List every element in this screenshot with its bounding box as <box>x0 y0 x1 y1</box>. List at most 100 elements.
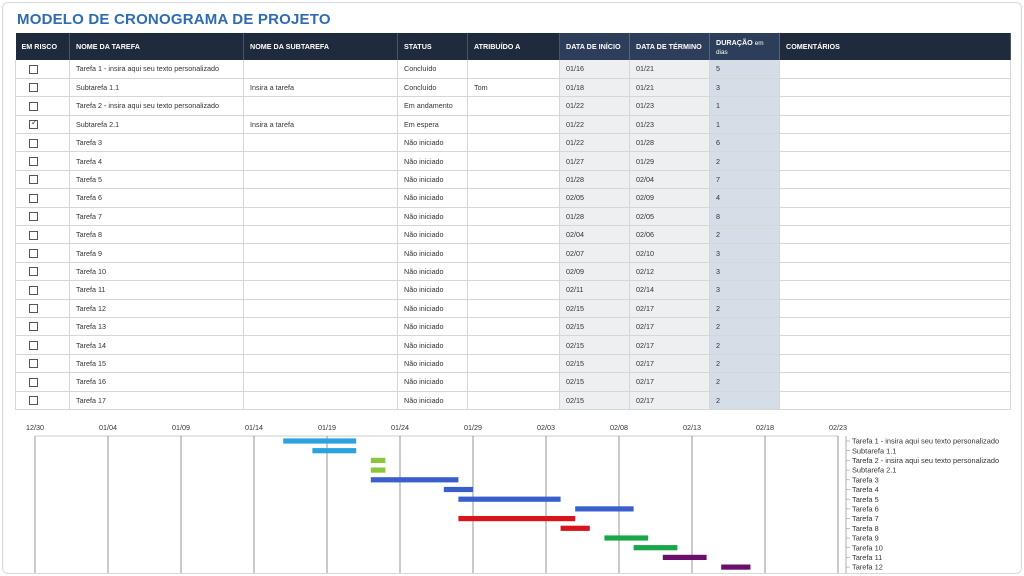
start-cell[interactable]: 02/05 <box>559 188 630 208</box>
task-cell[interactable]: Tarefa 1 - insira aqui seu texto persona… <box>69 60 244 79</box>
comments-cell[interactable] <box>779 243 1011 263</box>
duration-cell[interactable]: 1 <box>709 115 780 135</box>
risk-checkbox[interactable] <box>29 193 38 203</box>
duration-cell[interactable]: 2 <box>709 317 780 337</box>
status-cell[interactable]: Não iniciado <box>397 151 468 171</box>
status-cell[interactable]: Concluído <box>397 60 468 79</box>
assigned-cell[interactable] <box>467 280 560 300</box>
task-cell[interactable]: Subtarefa 1.1 <box>69 78 244 98</box>
duration-cell[interactable]: 1 <box>709 96 780 116</box>
task-cell[interactable]: Tarefa 17 <box>69 391 244 410</box>
duration-cell[interactable]: 3 <box>709 243 780 263</box>
start-cell[interactable]: 01/22 <box>559 96 630 116</box>
col-header-subtask[interactable]: NOME DA SUBTAREFA <box>243 33 398 60</box>
risk-checkbox[interactable] <box>29 285 38 295</box>
task-cell[interactable]: Tarefa 5 <box>69 170 244 190</box>
task-cell[interactable]: Tarefa 8 <box>69 225 244 245</box>
comments-cell[interactable] <box>779 151 1011 171</box>
task-cell[interactable]: Tarefa 4 <box>69 151 244 171</box>
duration-cell[interactable]: 2 <box>709 391 780 410</box>
start-cell[interactable]: 02/09 <box>559 262 630 282</box>
subtask-cell[interactable] <box>243 299 398 318</box>
assigned-cell[interactable] <box>467 317 560 337</box>
duration-cell[interactable]: 2 <box>709 151 780 171</box>
end-cell[interactable]: 02/05 <box>629 207 710 227</box>
risk-checkbox[interactable] <box>29 83 38 93</box>
risk-checkbox[interactable] <box>29 322 38 332</box>
start-cell[interactable]: 01/18 <box>559 78 630 98</box>
col-header-end[interactable]: DATA DE TÉRMINO <box>629 33 710 60</box>
end-cell[interactable]: 02/17 <box>629 299 710 318</box>
status-cell[interactable]: Não iniciado <box>397 243 468 263</box>
comments-cell[interactable] <box>779 225 1011 245</box>
risk-checkbox[interactable] <box>29 118 38 130</box>
subtask-cell[interactable] <box>243 133 398 153</box>
assigned-cell[interactable] <box>467 354 560 374</box>
comments-cell[interactable] <box>779 78 1011 98</box>
assigned-cell[interactable] <box>467 243 560 263</box>
subtask-cell[interactable] <box>243 262 398 282</box>
duration-cell[interactable]: 5 <box>709 60 780 79</box>
start-cell[interactable]: 01/27 <box>559 151 630 171</box>
status-cell[interactable]: Não iniciado <box>397 317 468 337</box>
task-cell[interactable]: Tarefa 2 - insira aqui seu texto persona… <box>69 96 244 116</box>
start-cell[interactable]: 01/28 <box>559 207 630 227</box>
duration-cell[interactable]: 2 <box>709 354 780 374</box>
task-cell[interactable]: Tarefa 16 <box>69 372 244 392</box>
comments-cell[interactable] <box>779 207 1011 227</box>
comments-cell[interactable] <box>779 391 1011 410</box>
comments-cell[interactable] <box>779 280 1011 300</box>
risk-checkbox[interactable] <box>29 212 38 222</box>
risk-checkbox[interactable] <box>29 396 38 406</box>
comments-cell[interactable] <box>779 96 1011 116</box>
status-cell[interactable]: Não iniciado <box>397 133 468 153</box>
assigned-cell[interactable] <box>467 188 560 208</box>
task-cell[interactable]: Subtarefa 2.1 <box>69 115 244 135</box>
end-cell[interactable]: 02/17 <box>629 317 710 337</box>
duration-cell[interactable]: 3 <box>709 280 780 300</box>
comments-cell[interactable] <box>779 133 1011 153</box>
duration-cell[interactable]: 2 <box>709 225 780 245</box>
assigned-cell[interactable] <box>467 151 560 171</box>
subtask-cell[interactable] <box>243 391 398 410</box>
risk-checkbox[interactable] <box>29 175 38 185</box>
assigned-cell[interactable] <box>467 115 560 135</box>
end-cell[interactable]: 02/09 <box>629 188 710 208</box>
risk-checkbox[interactable] <box>29 138 38 148</box>
start-cell[interactable]: 01/22 <box>559 133 630 153</box>
comments-cell[interactable] <box>779 372 1011 392</box>
status-cell[interactable]: Em andamento <box>397 96 468 116</box>
col-header-status[interactable]: STATUS <box>397 33 468 60</box>
subtask-cell[interactable] <box>243 243 398 263</box>
col-header-duration[interactable]: DURAÇÃO em dias <box>709 33 780 60</box>
start-cell[interactable]: 01/22 <box>559 115 630 135</box>
assigned-cell[interactable]: Tom <box>467 78 560 98</box>
duration-cell[interactable]: 3 <box>709 78 780 98</box>
end-cell[interactable]: 01/21 <box>629 78 710 98</box>
duration-cell[interactable]: 2 <box>709 335 780 355</box>
duration-cell[interactable]: 2 <box>709 299 780 318</box>
duration-cell[interactable]: 8 <box>709 207 780 227</box>
start-cell[interactable]: 02/15 <box>559 372 630 392</box>
task-cell[interactable]: Tarefa 6 <box>69 188 244 208</box>
status-cell[interactable]: Em espera <box>397 115 468 135</box>
assigned-cell[interactable] <box>467 391 560 410</box>
subtask-cell[interactable] <box>243 372 398 392</box>
start-cell[interactable]: 02/11 <box>559 280 630 300</box>
status-cell[interactable]: Não iniciado <box>397 280 468 300</box>
start-cell[interactable]: 02/04 <box>559 225 630 245</box>
task-cell[interactable]: Tarefa 12 <box>69 299 244 318</box>
start-cell[interactable]: 02/15 <box>559 317 630 337</box>
comments-cell[interactable] <box>779 115 1011 135</box>
end-cell[interactable]: 02/04 <box>629 170 710 190</box>
risk-checkbox[interactable] <box>29 359 38 369</box>
task-cell[interactable]: Tarefa 14 <box>69 335 244 355</box>
task-cell[interactable]: Tarefa 15 <box>69 354 244 374</box>
status-cell[interactable]: Não iniciado <box>397 262 468 282</box>
risk-checkbox[interactable] <box>29 101 38 111</box>
task-cell[interactable]: Tarefa 11 <box>69 280 244 300</box>
start-cell[interactable]: 01/28 <box>559 170 630 190</box>
end-cell[interactable]: 01/23 <box>629 115 710 135</box>
status-cell[interactable]: Não iniciado <box>397 372 468 392</box>
start-cell[interactable]: 02/15 <box>559 391 630 410</box>
